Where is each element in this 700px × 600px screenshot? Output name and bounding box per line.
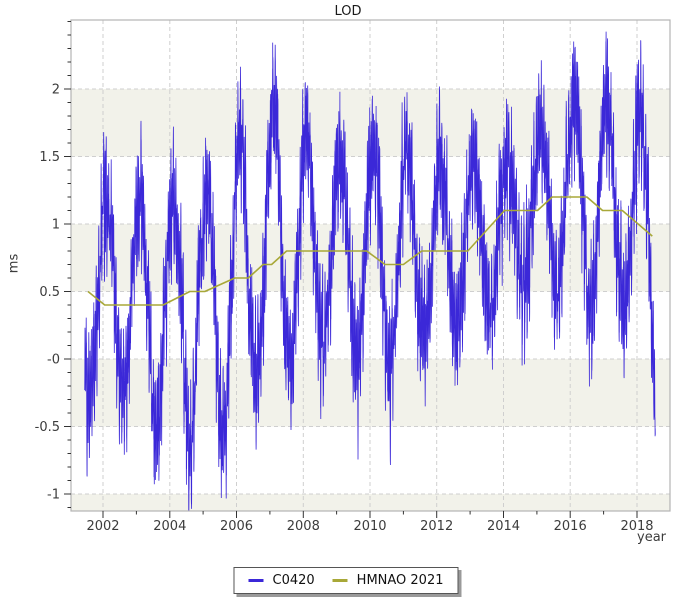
y-tick-label: -1 (47, 488, 60, 503)
chart-title: LOD (334, 4, 362, 19)
x-tick-label: 2006 (220, 519, 253, 534)
x-tick-label: 2004 (153, 519, 186, 534)
legend: C0420 HMNAO 2021 (233, 567, 459, 594)
legend-label-c0420: C0420 (272, 573, 315, 588)
tick-labels: 2 1.5 1 0.5 -0 -0.5 -1 2002 2004 2006 2008 2010 2012… (35, 83, 654, 535)
y-tick-label: 1.5 (39, 150, 60, 165)
x-tick-label: 2016 (554, 519, 587, 534)
legend-item-c0420: C0420 (248, 573, 315, 588)
x-tick-label: 2014 (487, 519, 520, 534)
legend-item-hmnao: HMNAO 2021 (332, 573, 444, 588)
y-tick-label: -0 (47, 353, 60, 368)
c0420-line-sample-icon (248, 579, 264, 582)
data-series (84, 31, 656, 511)
x-tick-label: 2008 (287, 519, 320, 534)
hmnao-line-sample-icon (332, 579, 348, 582)
y-tick-label: 0.5 (39, 285, 60, 300)
y-tick-label: 2 (52, 83, 60, 98)
gridlines (71, 20, 670, 511)
legend-label-hmnao: HMNAO 2021 (356, 573, 444, 588)
y-tick-label: 1 (52, 218, 60, 233)
y-axis-label: ms (6, 253, 22, 274)
x-axis-label: year (637, 530, 667, 545)
c0420-series-line (84, 31, 656, 511)
axis-ticks (64, 21, 638, 518)
hmnao-series-line (87, 196, 653, 306)
x-tick-label: 2012 (420, 519, 453, 534)
x-tick-label: 2018 (620, 519, 653, 534)
x-tick-label: 2010 (353, 519, 386, 534)
x-tick-label: 2002 (86, 519, 119, 534)
y-tick-label: -0.5 (35, 420, 60, 435)
